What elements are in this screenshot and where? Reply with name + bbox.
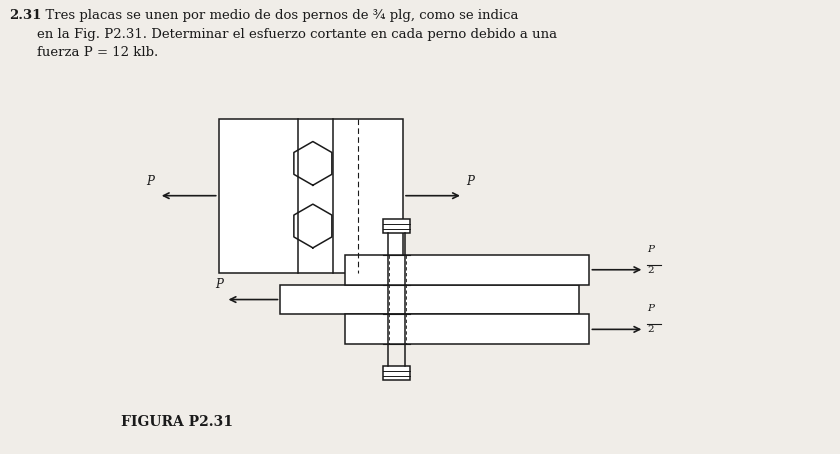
Text: P: P <box>648 305 654 313</box>
Text: P: P <box>146 175 154 188</box>
Bar <box>345 255 590 285</box>
Bar <box>281 285 580 315</box>
Text: Tres placas se unen por medio de dos pernos de ¾ plg, como se indica
en la Fig. : Tres placas se unen por medio de dos per… <box>37 10 558 59</box>
Text: P: P <box>466 175 474 188</box>
Polygon shape <box>294 204 332 248</box>
Text: P: P <box>648 245 654 254</box>
Polygon shape <box>294 142 332 185</box>
Text: 2.31: 2.31 <box>9 10 42 22</box>
Text: 2: 2 <box>648 266 654 275</box>
Bar <box>383 366 410 380</box>
Text: 2: 2 <box>648 326 654 335</box>
Text: P: P <box>215 277 223 291</box>
Bar <box>218 118 403 273</box>
Bar <box>345 315 590 344</box>
Bar <box>383 219 410 233</box>
Text: FIGURA P2.31: FIGURA P2.31 <box>121 415 233 429</box>
